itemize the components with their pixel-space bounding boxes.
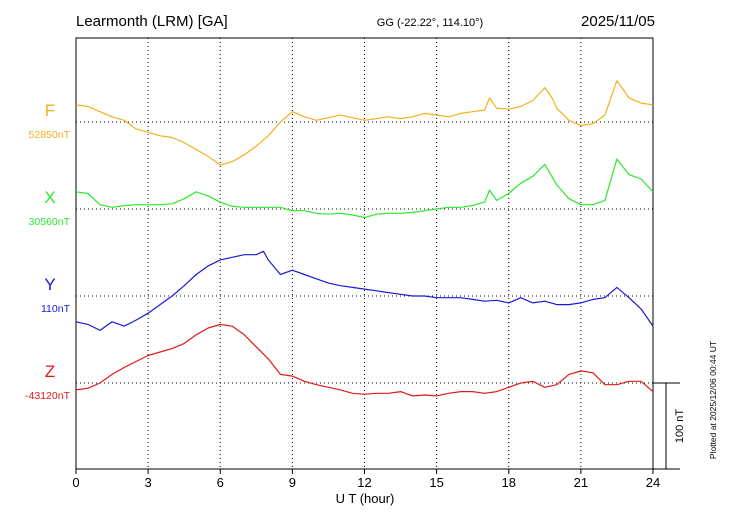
scale-bar: 100 nT	[653, 382, 686, 470]
series-name-x: X	[44, 188, 55, 207]
x-tick-label: 6	[217, 475, 224, 490]
series-name-f: F	[45, 101, 55, 120]
x-ticks: 0 3 6 9 12 15 18 21 24	[72, 469, 660, 490]
x-axis-label: U T (hour)	[336, 491, 395, 506]
series-line-f	[75, 80, 654, 166]
x-tick-label: 12	[357, 475, 371, 490]
baseline-label-x: 30560nT	[29, 216, 71, 228]
series-line-y	[75, 250, 654, 331]
baseline-label-f: 52850nT	[29, 129, 71, 141]
x-tick-label: 18	[502, 475, 516, 490]
series-labels: F 52850nT X 30560nT Y 110nT Z -43120nT	[25, 101, 71, 402]
x-tick-label: 15	[429, 475, 443, 490]
series-line-z	[75, 323, 654, 397]
series-layer	[75, 80, 654, 397]
scale-bar-label: 100 nT	[674, 409, 686, 444]
series-name-z: Z	[45, 362, 55, 381]
x-tick-label: 24	[646, 475, 660, 490]
x-tick-label: 21	[574, 475, 588, 490]
series-name-y: Y	[44, 275, 55, 294]
baseline-label-y: 110nT	[41, 303, 71, 315]
station-title: Learmonth (LRM) [GA]	[76, 13, 228, 30]
date-label: 2025/11/05	[581, 13, 655, 30]
grid	[76, 38, 653, 469]
plotted-at-note: Plotted at 2025/12/06 00:44 UT	[708, 341, 718, 459]
coordinates-label: GG (-22.22°, 114.10°)	[377, 17, 483, 29]
x-tick-label: 3	[145, 475, 152, 490]
x-tick-label: 9	[289, 475, 296, 490]
series-line-x	[75, 158, 654, 219]
x-tick-label: 0	[72, 475, 79, 490]
baseline-label-z: -43120nT	[25, 390, 71, 402]
